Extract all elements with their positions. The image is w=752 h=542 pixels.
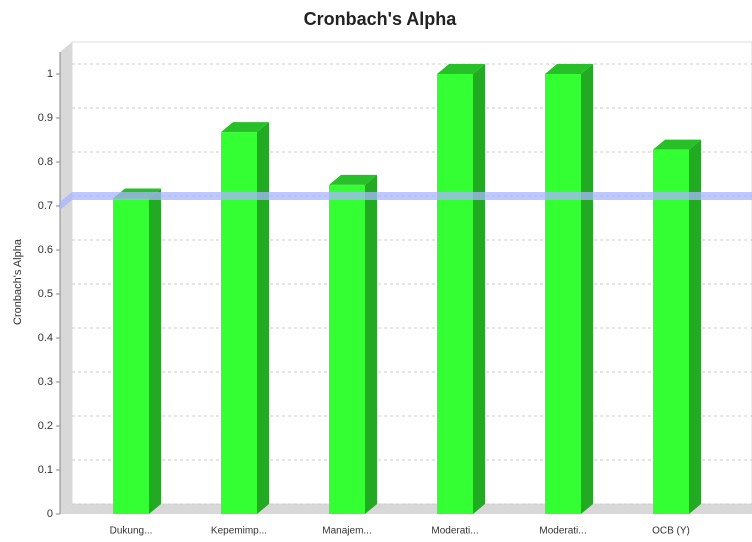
threshold-band [60, 192, 752, 210]
bar-side [365, 174, 377, 514]
y-axis-label: Cronbach's Alpha [12, 238, 24, 325]
bar-front [113, 198, 149, 514]
x-tick-label: Kepemimp... [211, 526, 267, 537]
bar-front [545, 74, 581, 514]
back-wall [71, 41, 752, 505]
bar-top [329, 174, 377, 185]
x-tick-label: Moderati... [431, 526, 478, 537]
y-tick-label: 0.6 [38, 244, 53, 256]
y-tick-label: 0.7 [38, 200, 53, 212]
bar [653, 139, 701, 514]
bar [221, 122, 269, 514]
x-tick-label: Moderati... [539, 526, 586, 537]
y-tick-label: 0.1 [38, 464, 53, 476]
y-tick-label: 0.9 [38, 112, 53, 124]
floor [60, 504, 752, 514]
x-tick-label: Dukung... [110, 526, 153, 537]
y-tick-label: 0.2 [38, 420, 53, 432]
y-tick-label: 1 [47, 68, 53, 80]
bar-side [581, 64, 593, 514]
x-tick-label: Manajem... [322, 526, 371, 537]
y-tick-label: 0.5 [38, 288, 53, 300]
bar-top [221, 122, 269, 133]
left-wall [60, 42, 72, 514]
y-tick-label: 0.8 [38, 156, 53, 168]
bar [545, 64, 593, 514]
y-tick-label: 0.4 [38, 332, 53, 344]
bar-front [437, 74, 473, 514]
bar [113, 188, 161, 514]
bar [437, 64, 485, 514]
bar-top [653, 139, 701, 150]
y-tick-label: 0.3 [38, 376, 53, 388]
bar-front [329, 184, 365, 514]
bar-side [149, 188, 161, 514]
bar-front [653, 149, 689, 514]
bar [329, 174, 377, 514]
chart-title: Cronbach's Alpha [304, 9, 458, 29]
bar-top [437, 64, 485, 74]
bar-side [689, 139, 701, 514]
x-tick-label: OCB (Y) [652, 526, 690, 537]
bar-top [545, 64, 593, 74]
y-tick-label: 0 [47, 508, 53, 520]
bar-side [473, 64, 485, 514]
bar-front [221, 132, 257, 514]
bar-side [257, 122, 269, 514]
